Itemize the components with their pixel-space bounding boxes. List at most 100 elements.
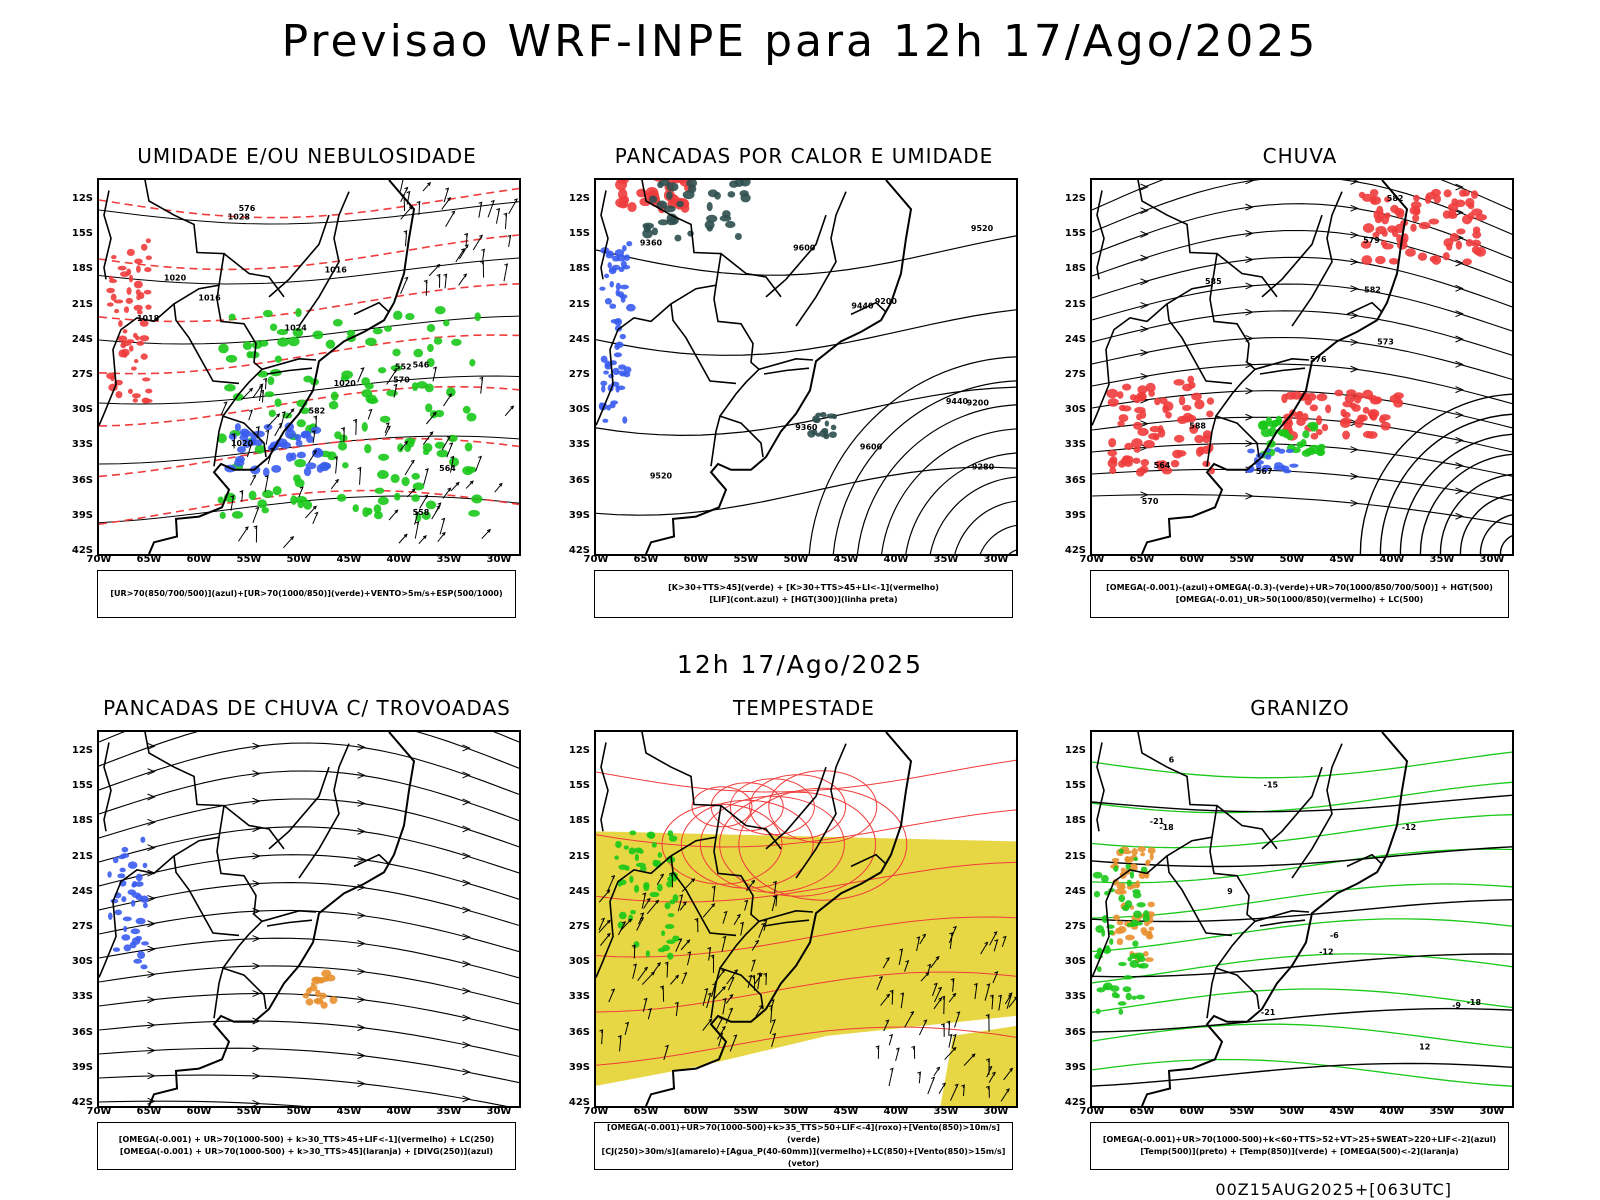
lon-tick-label: 35W [933, 1106, 959, 1117]
lat-tick-label: 24S [1064, 885, 1086, 897]
lat-tick-label: 39S [71, 509, 93, 521]
lon-tick-label: 40W [883, 554, 909, 565]
contour-label: -15 [1264, 781, 1279, 790]
lat-tick-label: 42S [71, 545, 93, 556]
contour-label: 582 [1387, 194, 1404, 203]
lon-tick-label: 50W [783, 554, 809, 565]
lat-tick-label: 42S [1064, 1097, 1086, 1108]
lat-tick-label: 24S [568, 885, 590, 897]
contour-label: 9200 [967, 398, 990, 407]
contour-label: 1020 [334, 379, 357, 388]
lat-tick-label: 27S [1064, 369, 1086, 380]
lon-tick-label: 65W [136, 554, 162, 565]
contour-label: 1018 [137, 314, 160, 323]
lat-tick-label: 21S [1064, 850, 1086, 862]
forecast-time-label: 12h 17/Ago/2025 [676, 650, 924, 679]
legend-box: [UR>70(850/700/500)](azul)+[UR>70(1000/8… [97, 570, 516, 618]
lat-tick-label: 24S [71, 885, 93, 897]
lat-tick-label: 27S [1064, 921, 1086, 932]
map-plot [596, 732, 1016, 1106]
lon-tick-label: 40W [386, 554, 412, 565]
contour-label: 585 [1205, 277, 1222, 286]
lon-tick-label: 55W [1229, 1106, 1255, 1117]
lon-tick-label: 45W [1329, 554, 1355, 565]
panel-title: CHUVA [1262, 144, 1338, 168]
lon-tick-label: 40W [1379, 1106, 1405, 1117]
lon-tick-label: 60W [186, 1106, 212, 1117]
lat-tick-label: 15S [1064, 228, 1086, 240]
panel-title: PANCADAS POR CALOR E UMIDADE [614, 144, 994, 168]
lon-tick-label: 50W [1279, 1106, 1305, 1117]
lon-tick-label: 50W [286, 1106, 312, 1117]
panel-pancadas-calor: PANCADAS POR CALOR E UMIDADE 9600 9600 9520… [569, 144, 1018, 618]
lon-tick-label: 70W [1079, 1106, 1105, 1117]
lon-tick-label: 50W [783, 1106, 809, 1117]
map-chuva: 582 585 582 579 576 573 570 567 564 588 [1090, 178, 1514, 556]
lon-tick-label: 70W [583, 554, 609, 565]
contour-label: 9360 [795, 423, 818, 432]
lat-tick-label: 30S [1064, 956, 1086, 968]
legend-line: [K>30+TTS>45](verde) + [K>30+TTS>45+LI<-… [668, 583, 939, 592]
lat-tick-label: 30S [71, 404, 93, 416]
legend-box: [OMEGA(-0.001)+UR>70(1000-500)+k<60+TTS>… [1090, 1122, 1509, 1170]
lon-tick-label: 45W [1329, 1106, 1355, 1117]
lon-tick-label: 60W [683, 554, 709, 565]
legend-line: [OMEGA(-0.001) + UR>70(1000-500) + k>30_… [119, 1147, 494, 1156]
contour-label: 576 [239, 204, 256, 213]
legend-line: [Temp(500)](preto) + [Temp(850)](verde) … [1140, 1147, 1459, 1156]
lon-tick-label: 55W [1229, 554, 1255, 565]
lat-tick-label: 12S [71, 745, 93, 756]
contour-label: 570 [393, 375, 410, 384]
contour-label: -12 [1402, 823, 1416, 832]
lat-tick-label: 15S [71, 780, 93, 792]
lon-tick-label: 35W [1429, 1106, 1455, 1117]
contour-label: 570 [1142, 497, 1159, 506]
lat-tick-label: 27S [568, 369, 590, 380]
contour-label: 1024 [285, 324, 308, 333]
lat-tick-label: 12S [568, 193, 590, 204]
lon-tick-label: 35W [1429, 554, 1455, 565]
lat-tick-label: 33S [71, 991, 93, 1003]
lat-tick-label: 39S [71, 1061, 93, 1073]
legend-box: [K>30+TTS>45](verde) + [K>30+TTS>45+LI<-… [594, 570, 1013, 618]
lat-tick-label: 12S [1064, 193, 1086, 204]
lat-tick-label: 39S [568, 509, 590, 521]
map-pancadas-calor: 9600 9600 9520 9520 9440 9440 9360 9360 9280 9200… [594, 178, 1018, 556]
lon-tick-label: 65W [1129, 554, 1155, 565]
panel-granizo: GRANIZO -6 -9 -12 -12 -15 -18 -18 -21 -21 12 9 6 12S 1… [1065, 696, 1514, 1170]
contour-label: 567 [1256, 467, 1273, 476]
lat-tick-label: 36S [71, 1026, 93, 1038]
lat-tick-label: 30S [1064, 404, 1086, 416]
lat-tick-label: 39S [1064, 509, 1086, 521]
panel-chuva: CHUVA 582 585 582 579 576 573 570 567 564 588 12S 15… [1065, 144, 1514, 618]
contour-label: 9520 [971, 224, 994, 233]
contour-label: 1016 [325, 265, 348, 274]
legend-line: [CJ(250)>30m/s](amarelo)+[Agua_P(40-60mm… [601, 1147, 1006, 1168]
lon-tick-label: 35W [436, 1106, 462, 1117]
lat-tick-label: 42S [71, 1097, 93, 1108]
lat-tick-label: 36S [71, 474, 93, 486]
lat-tick-label: 33S [568, 439, 590, 451]
lon-tick-label: 30W [1479, 1106, 1505, 1117]
contour-label: 1020 [164, 274, 187, 283]
legend-line: [UR>70(850/700/500)](azul)+[UR>70(1000/8… [110, 589, 503, 598]
contour-label: 9200 [875, 297, 898, 306]
lat-tick-label: 24S [71, 333, 93, 345]
lon-tick-label: 40W [1379, 554, 1405, 565]
lon-tick-label: 30W [983, 554, 1009, 565]
map-granizo: -6 -9 -12 -12 -15 -18 -18 -21 -21 12 9 6 [1090, 730, 1514, 1108]
contour-label: -18 [1159, 823, 1174, 832]
legend-line: [OMEGA(-0.001)+UR>70(1000-500)+k<60+TTS>… [1102, 1135, 1497, 1144]
legend-line: [LIF](cont.azul) + [HGT(300)](linha pret… [709, 595, 898, 604]
lon-tick-label: 35W [933, 554, 959, 565]
lon-tick-label: 50W [1279, 554, 1305, 565]
lat-tick-label: 18S [71, 815, 93, 827]
lat-tick-label: 18S [1064, 263, 1086, 275]
lon-tick-label: 55W [733, 554, 759, 565]
lon-tick-label: 65W [1129, 1106, 1155, 1117]
lon-tick-label: 55W [236, 1106, 262, 1117]
lat-tick-label: 15S [568, 780, 590, 792]
contour-label: 9440 [946, 397, 969, 406]
lat-tick-label: 12S [1064, 745, 1086, 756]
panel-title: TEMPESTADE [733, 696, 875, 720]
